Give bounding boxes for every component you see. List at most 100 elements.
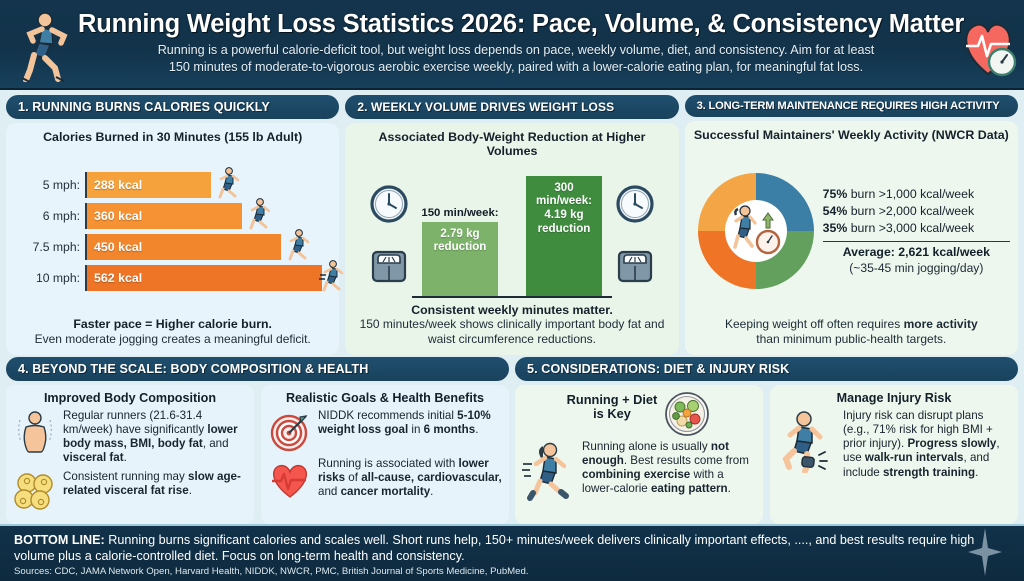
volume-bar-fill: 2.79 kg reduction (421, 221, 498, 296)
legend-text: burn >1,000 kcal/week (847, 186, 975, 201)
volume-bar-150: 150 min/week: 2.79 kg reduction (421, 207, 499, 296)
panel-2-chart-title: Associated Body-Weight Reduction at High… (378, 130, 646, 159)
panel-4-header: 4. BEYOND THE SCALE: BODY COMPOSITION & … (6, 356, 509, 381)
card-row: Running is associated with lower risks o… (268, 457, 502, 501)
card-title: Manage Injury Risk (836, 390, 952, 405)
legend-item: 54% burn >2,000 kcal/week (823, 204, 1010, 219)
bar-row: 6 mph: 360 kcal (14, 197, 329, 230)
volume-bar-value: 4.19 kg (544, 207, 584, 221)
card-text: Consistent running may slow age-related … (63, 469, 241, 497)
sparkle-icon (968, 527, 1002, 576)
bar-label: 6 mph: (42, 208, 80, 223)
panel-2-foot-strong: Consistent weekly minutes matter. (411, 302, 613, 317)
page-title: Running Weight Loss Statistics 2026: Pac… (78, 10, 965, 39)
runner-stopwatch-icon (732, 205, 780, 255)
panel-2-body: Associated Body-Weight Reduction at High… (345, 123, 679, 355)
bar-fill: 562 kcal (87, 264, 323, 291)
runner-icon (288, 228, 309, 261)
card-body-composition: Improved Body Composition Regular runner… (6, 384, 254, 524)
scale-icon (371, 251, 407, 283)
body-silhouette-icon (18, 411, 52, 453)
bar-row: 5 mph: 288 kcal (14, 166, 329, 199)
runner-icon (319, 259, 344, 292)
footer-label: BOTTOM LINE: (14, 532, 105, 547)
card-header-row: Running + Diet is Key (522, 390, 756, 438)
card-text: Regular runners (21.6-31.4 km/week) have… (63, 409, 238, 465)
legend-average-sub: (~35-45 min jogging/day) (849, 261, 984, 276)
panel-3-foot-line2: than minimum public-health targets. (756, 331, 947, 346)
footer-bottom-line: BOTTOM LINE: Running burns significant c… (0, 523, 1024, 581)
panel-4-cards: Improved Body Composition Regular runner… (6, 384, 509, 524)
volume-bar-caption: 150 min/week: (421, 206, 499, 219)
volume-bar-fill: 300 min/week: 4.19 kg reduction (525, 175, 602, 296)
nwcr-activity-chart: 75% burn >1,000 kcal/week 54% burn >2,00… (693, 147, 1010, 314)
panel-1-chart-title: Calories Burned in 30 Minutes (155 lb Ad… (43, 130, 303, 144)
panel-1-body: Calories Burned in 30 Minutes (155 lb Ad… (6, 123, 344, 355)
panel-1: 1. RUNNING BURNS CALORIES QUICKLY Calori… (6, 95, 344, 355)
bar-fill: 360 kcal (87, 202, 243, 229)
bar-fill: 450 kcal (87, 233, 281, 260)
female-runner-icon (522, 442, 569, 501)
card-row: Injury risk can disrupt plans (e.g., 71%… (777, 409, 1011, 480)
fat-cells-icon (14, 472, 53, 510)
card-manage-injury-risk: Manage Injury Risk (770, 384, 1018, 524)
left-icon-column (366, 173, 412, 298)
bar-fill: 288 kcal (87, 171, 211, 198)
legend-average: Average: 2,621 kcal/week (842, 244, 990, 259)
panel-1-foot-normal: Even moderate jogging creates a meaningf… (34, 331, 311, 346)
legend-pct: 75% (822, 186, 848, 201)
volume-bar-caption: 300 min/week: (535, 180, 593, 208)
scale-icon (617, 251, 653, 283)
header-subtitle-line1: Running is a powerful calorie-deficit to… (157, 43, 875, 57)
panel-5-header: 5. CONSIDERATIONS: DIET & INJURY RISK (515, 356, 1018, 381)
panel-1-header: 1. RUNNING BURNS CALORIES QUICKLY (6, 95, 340, 119)
legend-pct: 54% (822, 203, 848, 218)
card-running-plus-diet: Running + Diet is Key (515, 384, 763, 524)
target-dart-icon (270, 414, 308, 452)
donut-chart (693, 168, 819, 294)
header-banner: Running Weight Loss Statistics 2026: Pac… (0, 0, 1024, 90)
bar-track: 562 kcal (85, 259, 344, 292)
nwcr-legend: 75% burn >1,000 kcal/week 54% burn >2,00… (821, 187, 1010, 276)
panel-2-header: 2. WEEKLY VOLUME DRIVES WEIGHT LOSS (345, 95, 679, 119)
weekly-volume-bar-chart: 150 min/week: 2.79 kg reduction 300 min/… (353, 164, 670, 300)
panel-5-cards: Running + Diet is Key (515, 384, 1018, 524)
legend-divider (822, 240, 1010, 242)
legend-text: burn >2,000 kcal/week (847, 203, 975, 218)
volume-bars: 150 min/week: 2.79 kg reduction 300 min/… (411, 164, 612, 298)
bar-label: 5 mph: (42, 177, 80, 192)
footer-sources: Sources: CDC, JAMA Network Open, Harvard… (14, 565, 529, 577)
card-row: Regular runners (21.6-31.4 km/week) have… (13, 409, 247, 466)
right-icon-column (612, 173, 658, 298)
panel-2: 2. WEEKLY VOLUME DRIVES WEIGHT LOSS Asso… (345, 95, 679, 355)
card-realistic-goals: Realistic Goals & Health Benefits NIDDK … (261, 384, 509, 524)
calories-bar-chart: 5 mph: 288 kcal (14, 149, 344, 314)
legend-pct: 35% (822, 221, 848, 236)
card-title-line2: is Key (593, 406, 631, 422)
bar-label: 10 mph: (35, 270, 80, 285)
bar-row: 10 mph: 562 kcal (14, 259, 344, 292)
runner-icon (218, 166, 239, 199)
top-panel-row: 1. RUNNING BURNS CALORIES QUICKLY Calori… (0, 90, 1024, 355)
salad-bowl-icon (665, 391, 710, 436)
legend-item: 75% burn >1,000 kcal/week (823, 187, 1010, 202)
panel-2-foot-normal: 150 minutes/week shows clinically import… (359, 317, 665, 346)
runner-icon (21, 12, 68, 82)
panel-1-footnote: Faster pace = Higher calorie burn. Even … (14, 314, 331, 348)
volume-bar-unit: reduction (537, 221, 591, 235)
bar-track: 450 kcal (85, 228, 329, 261)
injured-runner-icon (782, 411, 828, 473)
legend-item: 35% burn >3,000 kcal/week (823, 221, 1010, 236)
clock-icon (370, 185, 408, 223)
bar-track: 288 kcal (85, 166, 329, 199)
bottom-panel-row: 4. BEYOND THE SCALE: BODY COMPOSITION & … (0, 355, 1024, 524)
card-row: Consistent running may slow age-related … (13, 470, 247, 514)
volume-bar-unit: reduction (433, 240, 487, 254)
panel-3-foot-bold: more activity (903, 317, 978, 332)
panel-5: 5. CONSIDERATIONS: DIET & INJURY RISK Ru… (515, 356, 1018, 524)
panel-1-foot-strong: Faster pace = Higher calorie burn. (73, 317, 272, 332)
card-text: Injury risk can disrupt plans (e.g., 71%… (843, 409, 1000, 479)
panel-3-footnote: Keeping weight off often requires more a… (693, 314, 1010, 348)
panel-3: 3. LONG-TERM MAINTENANCE REQUIRES HIGH A… (684, 95, 1018, 355)
